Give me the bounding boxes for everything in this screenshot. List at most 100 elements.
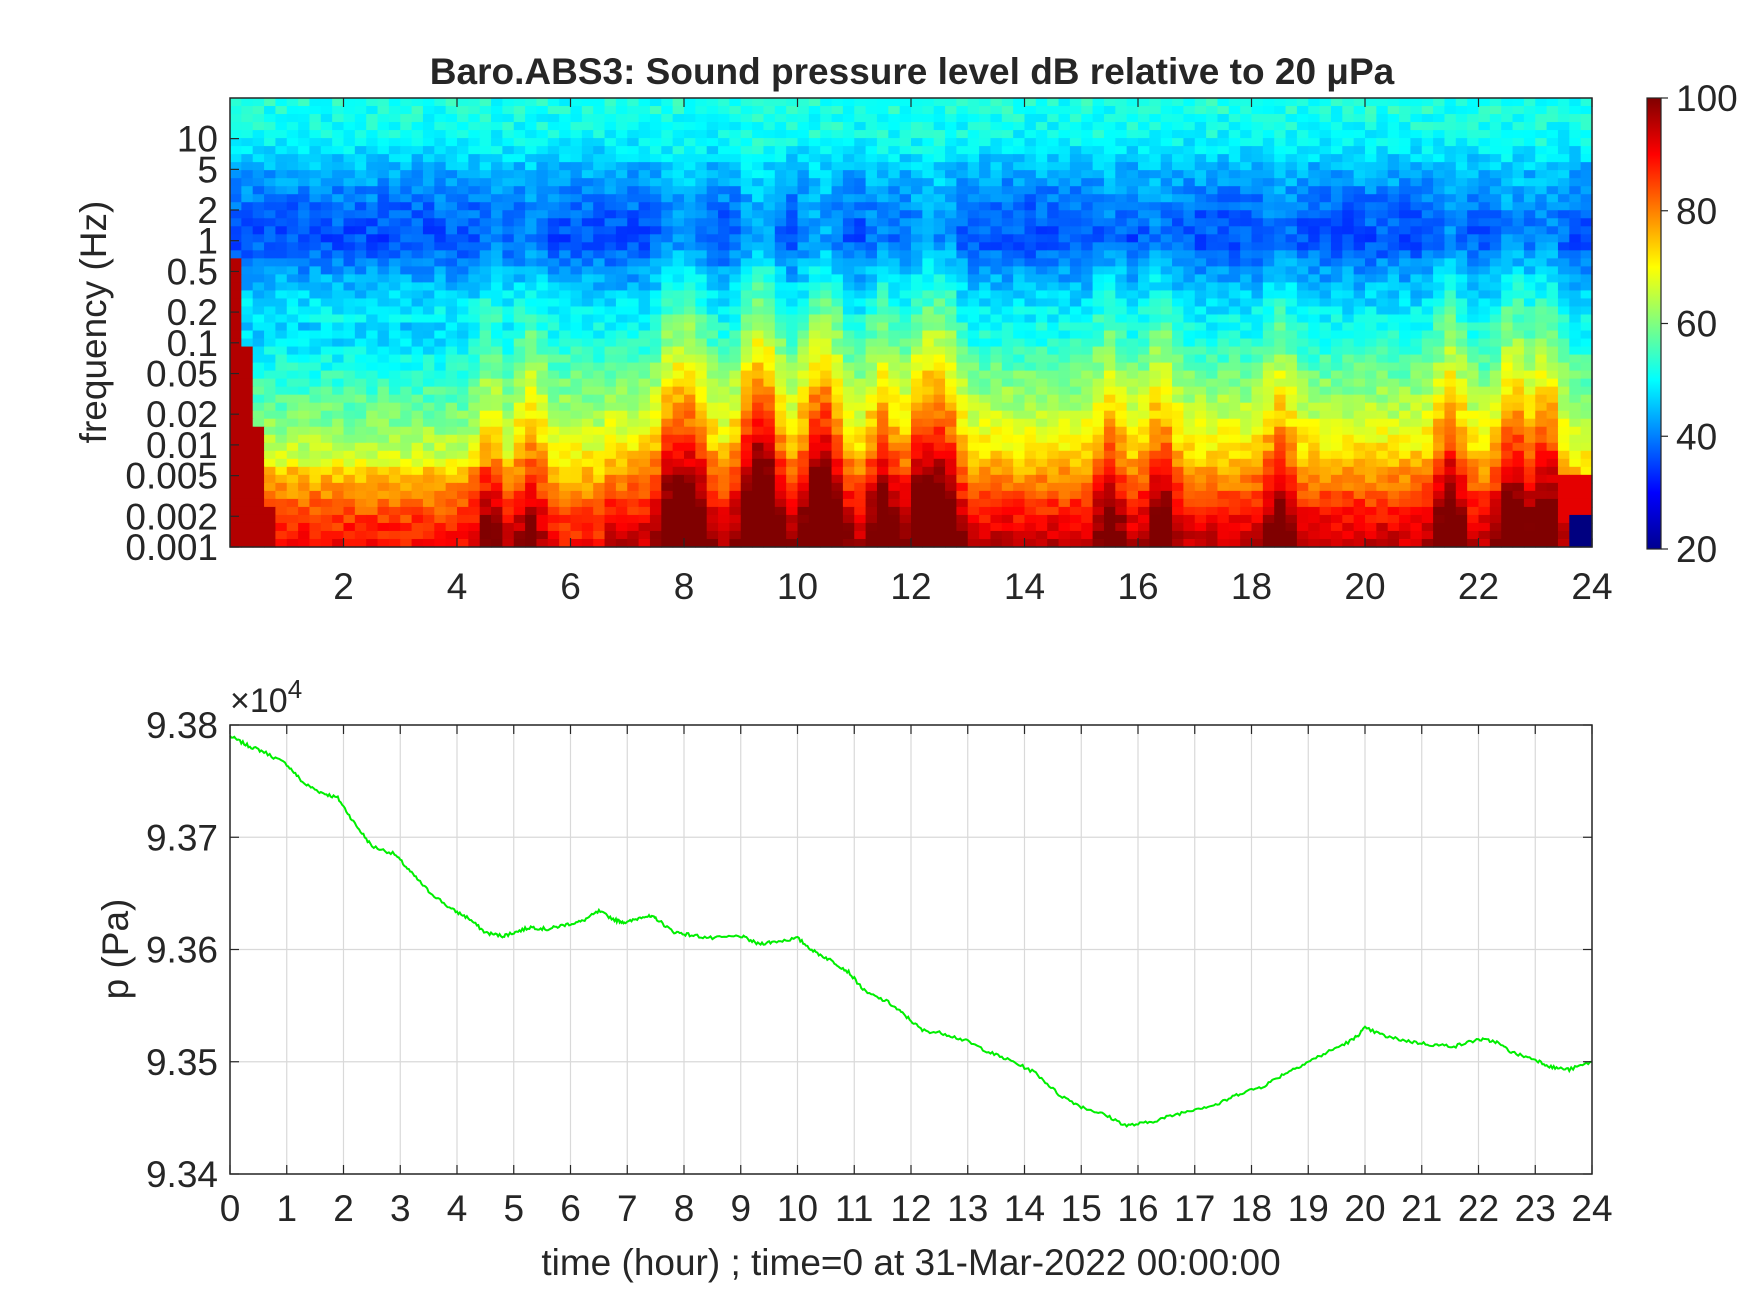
spectrogram-cell bbox=[1092, 314, 1105, 324]
spectrogram-cell bbox=[1580, 146, 1593, 155]
spectrogram-cell bbox=[1035, 426, 1048, 436]
spectrogram-cell bbox=[581, 130, 594, 139]
spectrogram-cell bbox=[457, 154, 469, 163]
spectrogram-cell bbox=[570, 402, 583, 412]
spectrogram-cell bbox=[967, 202, 980, 211]
spectrogram-cell bbox=[502, 138, 515, 147]
spectrogram-cell bbox=[956, 234, 969, 243]
spectrogram-cell bbox=[1069, 234, 1082, 243]
spectrogram-cell bbox=[1081, 394, 1094, 404]
spectrogram-cell bbox=[740, 314, 753, 324]
spectrogram-cell bbox=[1228, 106, 1241, 115]
spectrogram-cell bbox=[1172, 338, 1184, 348]
spectrogram-cell bbox=[1024, 314, 1037, 324]
spectrogram-cell bbox=[1421, 146, 1434, 155]
spectrogram-cell bbox=[502, 130, 515, 139]
spectrogram-cell bbox=[1160, 346, 1173, 356]
spectrogram-cell bbox=[695, 234, 708, 243]
spectrogram-cell bbox=[1353, 354, 1366, 364]
spectrogram-cell bbox=[502, 258, 515, 267]
spectrogram-cell bbox=[400, 386, 413, 396]
spectrogram-cell bbox=[286, 146, 299, 155]
spectrogram-cell bbox=[457, 202, 469, 211]
spectrogram-cell bbox=[967, 178, 980, 187]
spectrogram-cell bbox=[865, 98, 878, 107]
spectrogram-cell bbox=[354, 266, 367, 275]
spectrogram-cell bbox=[1399, 370, 1411, 380]
spectrogram-cell bbox=[604, 410, 617, 420]
spectrogram-cell bbox=[1433, 130, 1446, 139]
spectrogram-cell bbox=[967, 106, 980, 115]
spectrogram-cell bbox=[1546, 210, 1559, 219]
spectrogram-cell bbox=[513, 370, 526, 380]
spectrogram-cell bbox=[1103, 314, 1116, 324]
spectrogram-cell bbox=[1149, 130, 1162, 139]
spectrogram-cell bbox=[706, 354, 719, 364]
spectrogram-cell bbox=[718, 250, 730, 259]
spectrogram-cell bbox=[275, 242, 288, 251]
spectrogram-cell bbox=[1172, 250, 1184, 259]
spectrogram-cell bbox=[1115, 218, 1128, 227]
spectrogram-cell bbox=[911, 242, 923, 251]
spectrogram-cell bbox=[1569, 162, 1582, 171]
spectrogram-cell bbox=[1444, 354, 1457, 364]
spectrogram-cell bbox=[979, 266, 992, 275]
spectrogram-cell bbox=[536, 242, 549, 251]
spectrogram-cell bbox=[1523, 370, 1536, 380]
spectrogram-cell bbox=[1013, 98, 1026, 107]
spectrogram-cell bbox=[1444, 298, 1457, 308]
spectrogram-cell bbox=[1183, 202, 1196, 211]
spectrogram-cell bbox=[1001, 98, 1014, 107]
spectrogram-cell bbox=[638, 426, 651, 436]
spectrogram-cell bbox=[1240, 378, 1253, 388]
spectrogram-cell bbox=[264, 410, 276, 420]
spectrogram-cell bbox=[1081, 242, 1094, 251]
spectrogram-cell bbox=[1138, 250, 1150, 259]
spectrogram-cell bbox=[1115, 162, 1128, 171]
spectrogram-cell bbox=[1444, 170, 1457, 179]
spectrogram-cell bbox=[286, 218, 299, 227]
spectrogram-cell bbox=[570, 346, 583, 356]
spectrogram-cell bbox=[1115, 202, 1128, 211]
spectrogram-cell bbox=[979, 298, 992, 308]
spectrogram-cell bbox=[695, 394, 708, 404]
spectrogram-cell bbox=[627, 410, 640, 420]
spectrogram-cell bbox=[252, 258, 265, 267]
spectrogram-cell bbox=[1285, 226, 1298, 235]
spectrogram-cell bbox=[1410, 218, 1423, 227]
spectrogram-cell bbox=[1047, 298, 1060, 308]
spectrogram-cell bbox=[888, 354, 901, 364]
spectrogram-cell bbox=[1138, 362, 1150, 372]
spectrogram-cell bbox=[865, 170, 878, 179]
spectrogram-cell bbox=[956, 362, 969, 372]
spectrogram-cell bbox=[264, 298, 276, 308]
spectrogram-cell bbox=[1081, 362, 1094, 372]
spectrogram-cell bbox=[899, 314, 912, 324]
spectrogram-cell bbox=[1296, 378, 1309, 388]
spectrogram-cell bbox=[1228, 170, 1241, 179]
spectrogram-cell bbox=[479, 322, 492, 332]
spectrogram-cell bbox=[763, 266, 776, 275]
spectrogram-cell bbox=[457, 290, 469, 300]
spectrogram-cell bbox=[1206, 130, 1219, 139]
spectrogram-cell bbox=[1387, 234, 1400, 243]
spectrogram-cell bbox=[1365, 362, 1377, 372]
spectrogram-cell bbox=[298, 186, 311, 195]
spectrogram-cell bbox=[502, 106, 515, 115]
spectrogram-cell bbox=[1160, 250, 1173, 259]
spectrogram-cell bbox=[1467, 354, 1480, 364]
spectrogram-cell bbox=[1501, 234, 1514, 243]
spectrogram-cell bbox=[275, 322, 288, 332]
spectrogram-cell bbox=[615, 250, 628, 259]
spectrogram-cell bbox=[956, 242, 969, 251]
spectrogram-cell bbox=[1126, 178, 1139, 187]
spectrogram-cell bbox=[1126, 314, 1139, 324]
spectrogram-cell bbox=[842, 210, 855, 219]
spectrogram-cell bbox=[956, 274, 969, 284]
spectrogram-cell bbox=[1557, 130, 1570, 139]
spectrogram-cell bbox=[649, 122, 662, 131]
spectrogram-cell bbox=[457, 282, 469, 292]
spectrogram-cell bbox=[252, 202, 265, 211]
spectrogram-cell bbox=[1546, 170, 1559, 179]
spectrogram-cell bbox=[967, 266, 980, 275]
